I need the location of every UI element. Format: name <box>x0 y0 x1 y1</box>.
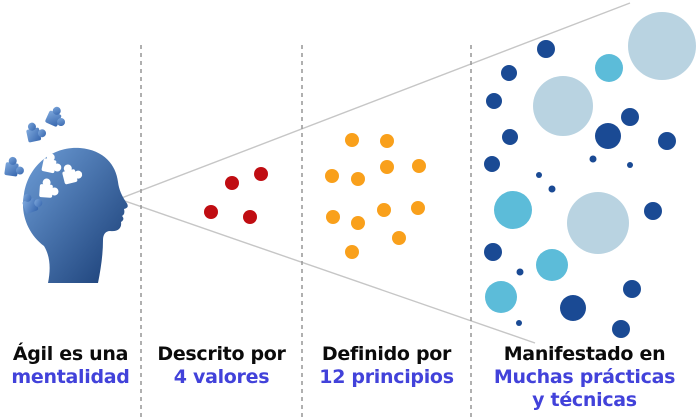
practices-dot <box>595 123 621 149</box>
practices-dot <box>501 65 517 81</box>
practices-dot <box>484 156 500 172</box>
section-separators <box>140 45 472 417</box>
practices-dot <box>567 192 629 254</box>
practices-dot <box>595 54 623 82</box>
principles-dot <box>326 210 340 224</box>
practices-dot <box>494 191 532 229</box>
practices-dot <box>548 185 556 193</box>
practices-dot <box>644 202 662 220</box>
practices-dot <box>486 93 502 109</box>
principles-dot <box>325 169 339 183</box>
practices-dot <box>628 12 696 80</box>
values-dot <box>243 210 257 224</box>
practices-subline-1: Muchas prácticas <box>493 366 676 388</box>
values-dot <box>204 205 218 219</box>
practices-dot <box>589 155 597 163</box>
head-silhouette <box>22 147 128 283</box>
values-dots <box>204 167 268 224</box>
principles-dot <box>351 172 365 186</box>
practices-dot <box>621 108 639 126</box>
values-heading: Descrito por <box>157 343 286 365</box>
practices-subline-2: y técnicas <box>532 389 637 411</box>
practices-dot <box>537 40 555 58</box>
practices-dot <box>536 172 542 178</box>
practices-dot <box>516 320 522 326</box>
practices-dot <box>627 162 633 168</box>
principles-dot <box>380 134 394 148</box>
label-mindset: Ágil es una mentalidad <box>0 343 141 389</box>
principles-dot <box>351 216 365 230</box>
principles-dot <box>345 245 359 259</box>
cone-upper-line <box>118 2 631 200</box>
mindset-subline: mentalidad <box>11 366 130 388</box>
principles-dot <box>377 203 391 217</box>
practices-dot <box>536 249 568 281</box>
funnel-cone <box>118 2 631 344</box>
principles-dot <box>412 159 426 173</box>
principles-heading: Definido por <box>321 343 452 365</box>
puzzle-piece-icon <box>24 120 48 143</box>
label-values: Descrito por 4 valores <box>141 343 302 389</box>
principles-dot <box>411 201 425 215</box>
puzzle-piece-icon <box>4 156 26 178</box>
label-principles: Definido por 12 principios <box>302 343 471 389</box>
principles-dot <box>380 160 394 174</box>
practices-bubbles <box>484 12 696 338</box>
values-subline: 4 valores <box>173 366 270 388</box>
puzzle-piece-icon <box>44 104 70 130</box>
cone-lower-line <box>118 198 536 344</box>
principles-dots <box>325 133 426 259</box>
label-practices: Manifestado en Muchas prácticas y técnic… <box>471 343 698 412</box>
mindset-heading: Ágil es una <box>12 343 129 365</box>
practices-dot <box>560 295 586 321</box>
practices-dot <box>658 132 676 150</box>
mindset-head-icon <box>4 104 128 283</box>
practices-heading: Manifestado en <box>503 343 666 365</box>
practices-dot <box>623 280 641 298</box>
practices-dot <box>612 320 630 338</box>
practices-dot <box>502 129 518 145</box>
values-dot <box>254 167 268 181</box>
practices-dot <box>533 76 593 136</box>
principles-dot <box>345 133 359 147</box>
practices-dot <box>484 243 502 261</box>
principles-dot <box>392 231 406 245</box>
values-dot <box>225 176 239 190</box>
principles-subline: 12 principios <box>319 366 454 388</box>
practices-dot <box>485 281 517 313</box>
practices-dot <box>516 268 524 276</box>
